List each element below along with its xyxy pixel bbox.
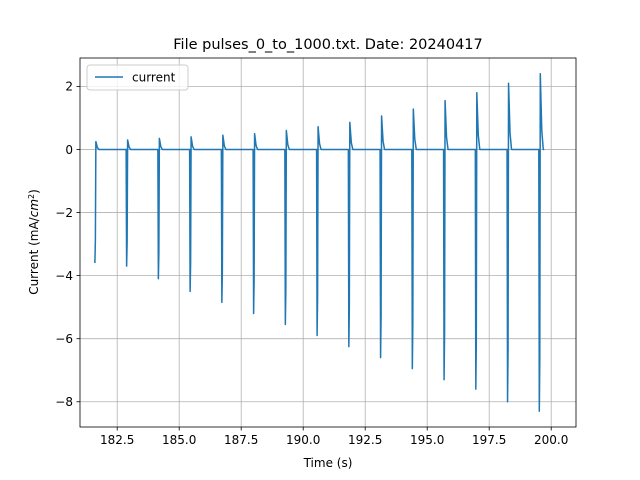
x-tick-label: 192.5 [348, 433, 382, 447]
y-tick-label: −6 [55, 332, 73, 346]
y-tick-label: 2 [65, 80, 73, 94]
y-axis-label: Current (mA/cm2) [27, 189, 42, 295]
plot-frame [79, 57, 577, 428]
legend-label: current [132, 71, 176, 85]
x-tick-label: 187.5 [224, 433, 258, 447]
x-tick-label: 195.0 [410, 433, 444, 447]
y-axis-label-prefix: Current (mA/ [27, 216, 41, 294]
legend: current [86, 64, 189, 91]
x-axis-ticks: 182.5 185.0 187.5 190.0 192.5 195.0 197.5 200.0 [100, 427, 568, 447]
y-tick-label: −2 [55, 206, 73, 220]
y-tick-label: −4 [55, 269, 73, 283]
y-axis-label-suffix: ) [27, 189, 41, 194]
series-layer [94, 73, 545, 412]
legend-box [86, 64, 189, 91]
y-axis-label-exponent: 2 [27, 194, 36, 199]
y-tick-label: −8 [55, 395, 73, 409]
x-tick-label: 190.0 [286, 433, 320, 447]
y-axis-ticks: 2 0 −2 −4 −6 −8 [55, 80, 80, 409]
y-axis-label-unit: cm [27, 199, 41, 217]
x-tick-label: 197.5 [472, 433, 506, 447]
x-axis-label: Time (s) [303, 456, 353, 470]
y-tick-label: 0 [65, 143, 73, 157]
chart-title: File pulses_0_to_1000.txt. Date: 2024041… [173, 37, 483, 53]
x-tick-label: 185.0 [162, 433, 196, 447]
series-line-current [94, 73, 545, 412]
x-tick-label: 182.5 [100, 433, 134, 447]
x-tick-label: 200.0 [534, 433, 568, 447]
